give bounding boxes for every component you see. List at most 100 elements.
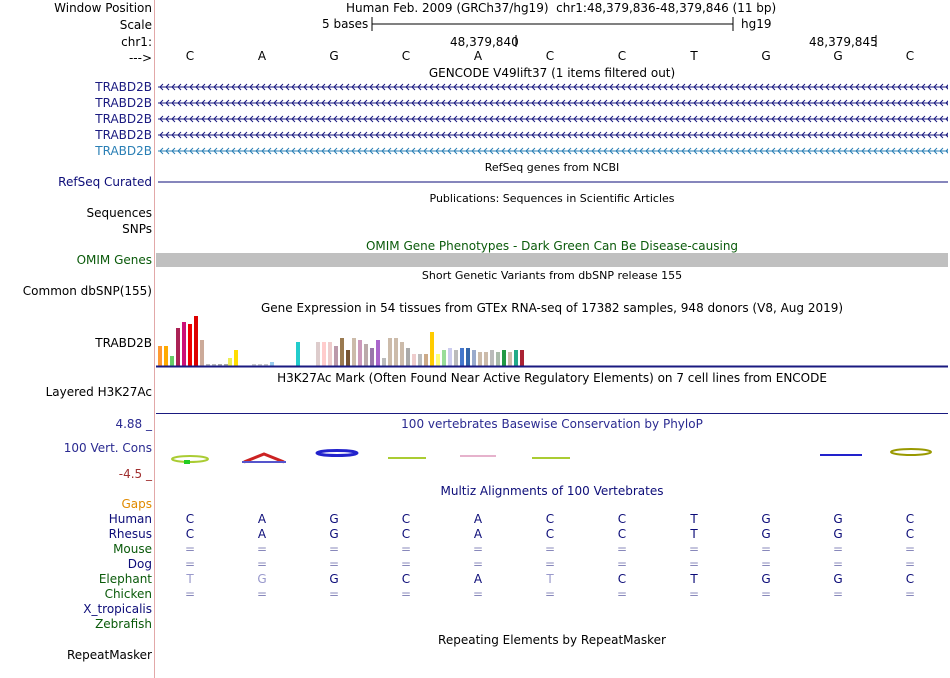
strand-arrow (387, 99, 392, 107)
strand-arrow (891, 99, 896, 107)
strand-arrow (783, 83, 788, 91)
strand-arrow (477, 99, 482, 107)
multiz-species-label[interactable]: Elephant (98, 572, 152, 586)
gencode-transcript-line[interactable] (156, 114, 948, 124)
strand-arrow (813, 83, 818, 91)
multiz-base: T (690, 512, 698, 526)
strand-arrow (213, 147, 218, 155)
gencode-transcript-label[interactable]: TRABD2B (95, 96, 152, 110)
strand-arrow (783, 99, 788, 107)
omim-label[interactable]: OMIM Genes (76, 253, 152, 267)
strand-arrow (861, 115, 866, 123)
strand-arrow (543, 131, 548, 139)
gtex-expression-chart[interactable] (156, 314, 948, 369)
strand-arrow (273, 99, 278, 107)
phylop-label[interactable]: 100 Vert. Cons (63, 441, 152, 455)
multiz-base: = (832, 587, 844, 601)
strand-arrow (189, 147, 194, 155)
strand-arrow (897, 115, 902, 123)
strand-arrow (531, 147, 536, 155)
strand-arrow (441, 147, 446, 155)
strand-arrow (273, 147, 278, 155)
strand-arrow (771, 83, 776, 91)
strand-arrow (297, 131, 302, 139)
strand-arrow (333, 147, 338, 155)
strand-arrow (927, 115, 932, 123)
multiz-base: = (832, 542, 844, 556)
strand-arrow (777, 115, 782, 123)
strand-arrow (441, 83, 446, 91)
gencode-transcript-line[interactable] (156, 130, 948, 140)
h3k27ac-label[interactable]: Layered H3K27Ac (45, 385, 152, 399)
refseq-gene-line[interactable] (156, 175, 948, 189)
multiz-base: C (617, 512, 627, 526)
gencode-transcript-label[interactable]: TRABD2B (95, 144, 152, 158)
strand-arrow (189, 99, 194, 107)
publications-label-sequences[interactable]: Sequences (86, 206, 152, 220)
multiz-species-label[interactable]: Human (108, 512, 152, 526)
refseq-label[interactable]: RefSeq Curated (58, 175, 152, 189)
omim-gene-bar[interactable] (156, 253, 948, 267)
strand-arrow (207, 131, 212, 139)
strand-arrow (249, 83, 254, 91)
strand-arrow (777, 99, 782, 107)
strand-arrow (201, 99, 206, 107)
gencode-transcript-label[interactable]: TRABD2B (95, 128, 152, 142)
gencode-transcript-line[interactable] (156, 98, 948, 108)
multiz-species-label[interactable]: X_tropicalis (83, 602, 152, 616)
strand-arrow (159, 115, 164, 123)
strand-arrow (339, 115, 344, 123)
strand-arrow (435, 131, 440, 139)
strand-arrow (657, 115, 662, 123)
ruler-base: A (257, 49, 267, 63)
gencode-transcript-label[interactable]: TRABD2B (95, 112, 152, 126)
strand-arrow (627, 115, 632, 123)
strand-arrow (489, 99, 494, 107)
strand-arrow (345, 131, 350, 139)
strand-arrow (513, 147, 518, 155)
strand-arrow (567, 83, 572, 91)
strand-arrow (309, 115, 314, 123)
gencode-transcript-label[interactable]: TRABD2B (95, 80, 152, 94)
strand-arrow (753, 83, 758, 91)
strand-arrow (927, 131, 932, 139)
strand-arrow (789, 131, 794, 139)
strand-arrow (939, 83, 944, 91)
strand-arrow (291, 83, 296, 91)
strand-arrow (255, 131, 260, 139)
strand-arrow (777, 83, 782, 91)
gencode-transcript-line[interactable] (156, 146, 948, 156)
strand-arrow (735, 131, 740, 139)
multiz-species-label[interactable]: Zebrafish (95, 617, 152, 631)
multiz-species-label[interactable]: Mouse (113, 542, 152, 556)
strand-arrow (231, 115, 236, 123)
strand-arrow (333, 131, 338, 139)
multiz-species-label[interactable]: Chicken (104, 587, 152, 601)
strand-arrow (549, 83, 554, 91)
strand-arrow (393, 99, 398, 107)
strand-arrow (753, 147, 758, 155)
publications-label-snps[interactable]: SNPs (122, 222, 152, 236)
h3k27ac-signal[interactable] (156, 385, 948, 415)
strand-arrow (195, 115, 200, 123)
strand-arrow (453, 99, 458, 107)
strand-arrow (687, 83, 692, 91)
multiz-species-label[interactable]: Dog (127, 557, 152, 571)
dbsnp-label[interactable]: Common dbSNP(155) (22, 284, 152, 298)
strand-arrow (537, 131, 542, 139)
strand-arrow (789, 147, 794, 155)
strand-arrow (663, 83, 668, 91)
strand-arrow (231, 99, 236, 107)
strand-arrow (855, 99, 860, 107)
repeatmasker-label[interactable]: RepeatMasker (66, 648, 152, 662)
gtex-label[interactable]: TRABD2B (95, 336, 152, 350)
strand-arrow (567, 99, 572, 107)
gencode-transcript-line[interactable] (156, 82, 948, 92)
multiz-species-label[interactable]: Rhesus (108, 527, 152, 541)
strand-arrow (483, 99, 488, 107)
multiz-base: = (616, 557, 628, 571)
phylop-logo[interactable] (156, 444, 948, 466)
strand-arrow (639, 115, 644, 123)
multiz-base: = (184, 542, 196, 556)
strand-arrow (195, 83, 200, 91)
